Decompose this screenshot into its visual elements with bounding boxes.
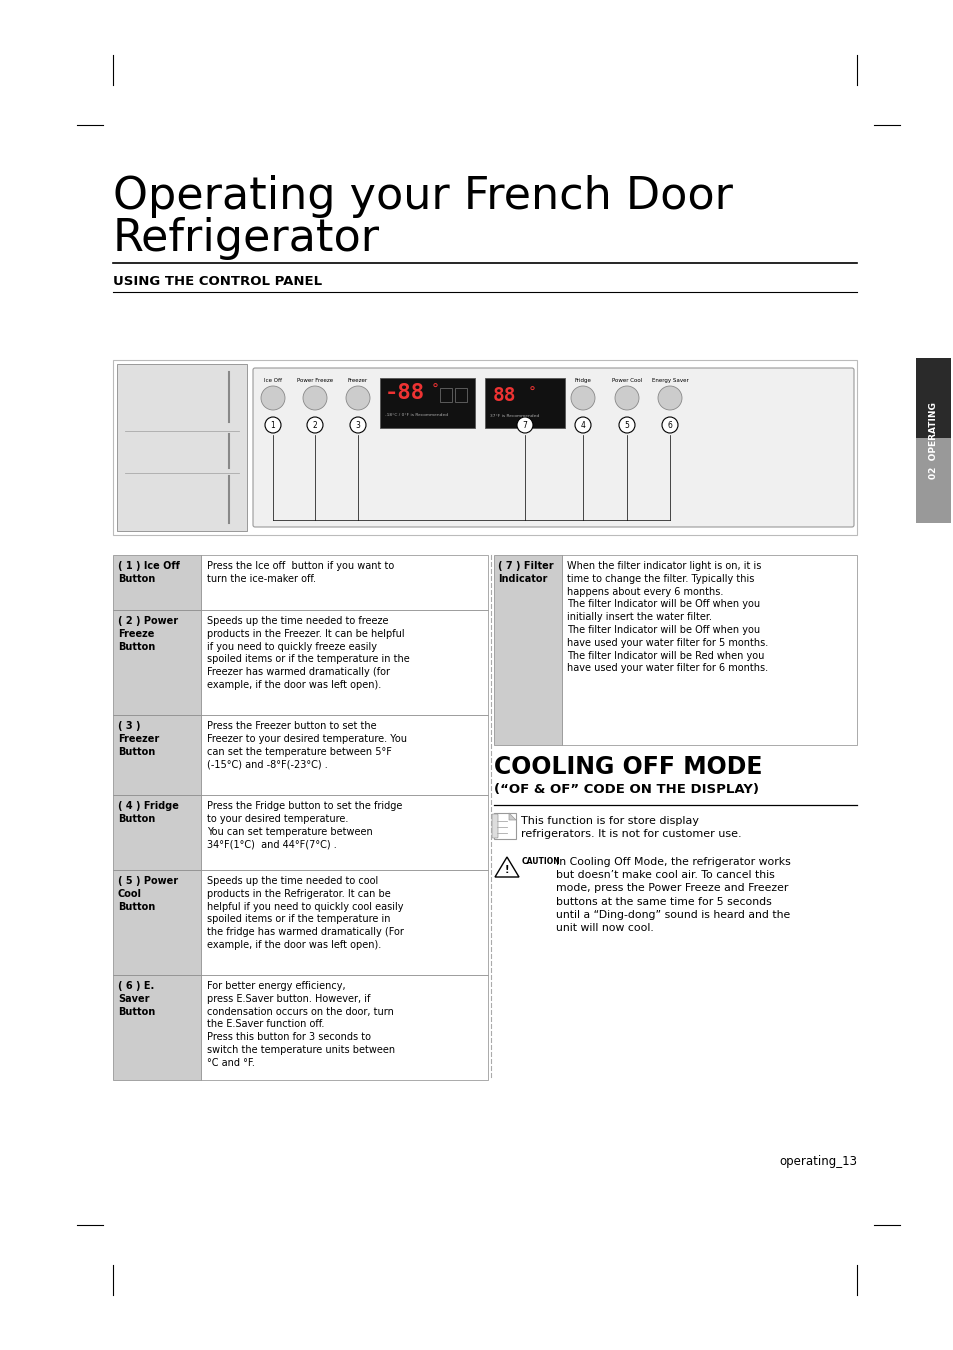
Text: Refrigerator: Refrigerator (112, 217, 379, 261)
Text: Power Cool: Power Cool (611, 378, 641, 383)
Text: ( 3 )
Freezer
Button: ( 3 ) Freezer Button (118, 721, 159, 756)
Bar (494, 555, 561, 745)
Text: 5: 5 (624, 420, 629, 429)
Text: This function is for store display
refrigerators. It is not for customer use.: This function is for store display refri… (520, 815, 740, 840)
Bar (112, 975, 201, 1080)
Circle shape (618, 417, 635, 433)
Text: ( 5 ) Power
Cool
Button: ( 5 ) Power Cool Button (118, 876, 178, 911)
Bar (201, 555, 488, 610)
Bar (439, 387, 452, 402)
Text: 7: 7 (522, 420, 527, 429)
Bar (201, 795, 488, 869)
Text: USING THE CONTROL PANEL: USING THE CONTROL PANEL (112, 275, 322, 288)
Bar (201, 975, 488, 1080)
Text: When the filter indicator light is on, it is
time to change the filter. Typicall: When the filter indicator light is on, i… (566, 562, 767, 674)
Bar (484, 378, 564, 428)
Text: Power Freeze: Power Freeze (296, 378, 333, 383)
Circle shape (303, 386, 327, 410)
Circle shape (346, 386, 370, 410)
Text: !: ! (504, 865, 509, 875)
Text: °: ° (529, 386, 536, 400)
Bar (379, 378, 475, 428)
Circle shape (661, 417, 678, 433)
Text: operating_13: operating_13 (779, 1156, 856, 1168)
Text: 02  OPERATING: 02 OPERATING (928, 402, 937, 479)
Bar (915, 358, 950, 437)
Text: -88: -88 (385, 383, 425, 404)
Bar (112, 795, 201, 869)
FancyBboxPatch shape (492, 814, 497, 838)
Text: 4: 4 (580, 420, 585, 429)
Text: Operating your French Door: Operating your French Door (112, 176, 732, 217)
Bar (112, 869, 201, 975)
Text: Fridge: Fridge (574, 378, 591, 383)
Text: 1: 1 (271, 420, 275, 429)
Bar (201, 869, 488, 975)
Text: ( 6 ) E.
Saver
Button: ( 6 ) E. Saver Button (118, 981, 155, 1017)
Bar (117, 364, 247, 531)
Text: Press the Ice off  button if you want to
turn the ice-maker off.: Press the Ice off button if you want to … (207, 562, 394, 583)
Text: 37°F is Recommended: 37°F is Recommended (490, 414, 538, 418)
Bar (112, 360, 856, 535)
Text: In Cooling Off Mode, the refrigerator works
but doesn’t make cool air. To cancel: In Cooling Off Mode, the refrigerator wo… (556, 857, 790, 933)
Text: ( 2 ) Power
Freeze
Button: ( 2 ) Power Freeze Button (118, 616, 178, 652)
Circle shape (265, 417, 281, 433)
Text: 6: 6 (667, 420, 672, 429)
Text: Speeds up the time needed to freeze
products in the Freezer. It can be helpful
i: Speeds up the time needed to freeze prod… (207, 616, 410, 690)
Text: (“OF & OF” CODE ON THE DISPLAY): (“OF & OF” CODE ON THE DISPLAY) (494, 783, 759, 796)
Text: ( 7 ) Filter
Indicator: ( 7 ) Filter Indicator (497, 562, 553, 583)
Circle shape (575, 417, 590, 433)
FancyBboxPatch shape (494, 813, 516, 838)
Bar (455, 387, 467, 402)
Text: 3: 3 (355, 420, 360, 429)
Text: Press the Freezer button to set the
Freezer to your desired temperature. You
can: Press the Freezer button to set the Free… (207, 721, 407, 770)
Polygon shape (495, 857, 518, 878)
Text: Energy Saver: Energy Saver (651, 378, 688, 383)
Text: Speeds up the time needed to cool
products in the Refrigerator. It can be
helpfu: Speeds up the time needed to cool produc… (207, 876, 403, 950)
Bar (112, 610, 201, 716)
Bar (201, 610, 488, 716)
Bar (201, 716, 488, 795)
FancyBboxPatch shape (253, 369, 853, 526)
Circle shape (307, 417, 323, 433)
Circle shape (350, 417, 366, 433)
Text: CAUTION: CAUTION (521, 857, 560, 865)
Bar (561, 555, 856, 745)
Circle shape (658, 386, 681, 410)
Text: ( 4 ) Fridge
Button: ( 4 ) Fridge Button (118, 801, 179, 824)
Text: °: ° (432, 383, 438, 397)
Circle shape (615, 386, 639, 410)
Text: Ice Off: Ice Off (264, 378, 282, 383)
Text: For better energy efficiency,
press E.Saver button. However, if
condensation occ: For better energy efficiency, press E.Sa… (207, 981, 395, 1068)
Circle shape (517, 417, 533, 433)
Text: 2: 2 (313, 420, 317, 429)
Text: ( 1 ) Ice Off
Button: ( 1 ) Ice Off Button (118, 562, 180, 583)
Bar (112, 716, 201, 795)
Polygon shape (509, 813, 516, 819)
Bar (915, 437, 950, 522)
Text: 88: 88 (493, 386, 516, 405)
Text: Freezer: Freezer (348, 378, 368, 383)
Text: Press the Fridge button to set the fridge
to your desired temperature.
You can s: Press the Fridge button to set the fridg… (207, 801, 402, 849)
Bar (112, 555, 201, 610)
Circle shape (571, 386, 595, 410)
Text: -18°C / 0°F is Recommended: -18°C / 0°F is Recommended (385, 413, 448, 417)
Circle shape (261, 386, 285, 410)
Text: COOLING OFF MODE: COOLING OFF MODE (494, 755, 761, 779)
